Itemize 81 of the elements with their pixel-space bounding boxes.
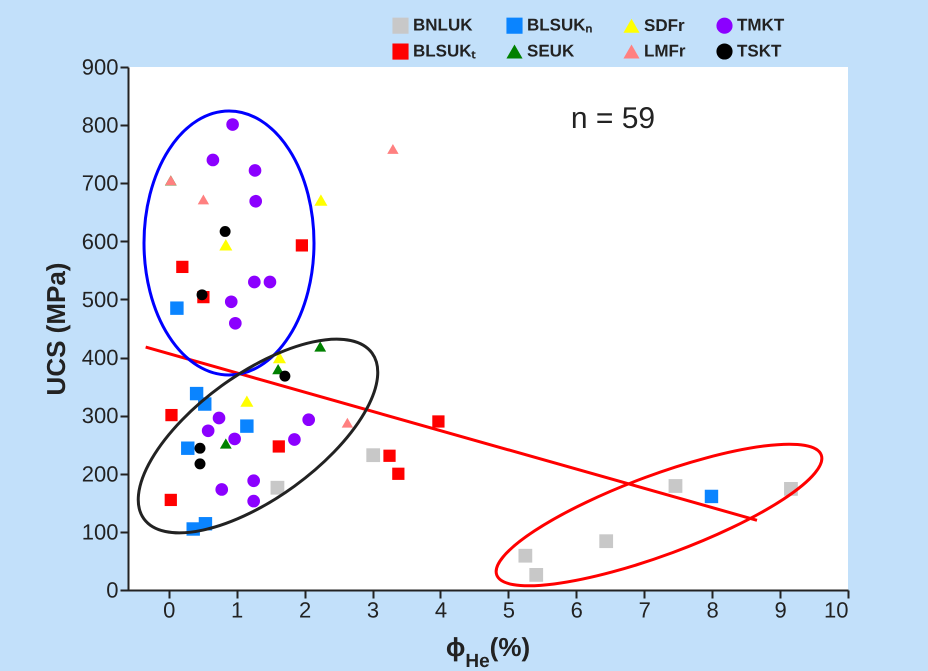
point [272,352,286,364]
point [224,295,238,308]
legend-label: LMFr [644,42,686,60]
point [366,448,380,462]
point [206,154,220,166]
point [228,316,242,330]
y-tick-label: 400 [82,345,118,370]
annotation: n = 59 [570,102,656,135]
y-tick-label: 200 [82,461,118,486]
y-tick-label: 900 [82,54,118,80]
x-axis-title: ϕ$_{He}$(%) [446,632,530,671]
y-tick-label: 300 [82,403,118,428]
x-tick-label: 10 [824,598,848,622]
point [392,468,404,480]
x-tick-label: 2 [298,598,312,622]
legend-label: TMKT [737,16,785,35]
point [202,424,214,438]
y-tick-label: 800 [82,112,118,138]
point [220,226,231,237]
legend-label: BLSUKₜ [413,42,477,60]
point [240,419,254,433]
point [194,458,206,470]
point [302,413,316,426]
x-tick-label: 5 [502,598,515,622]
x-tick-label: 4 [434,598,448,622]
point [212,412,226,424]
y-tick-label: 500 [82,286,118,312]
y-axis-title: UCS (MPa) [40,262,71,396]
point [247,474,260,488]
point [164,494,177,506]
point [194,442,206,454]
point [219,239,232,250]
x-tick-label: 0 [163,598,176,622]
x-tick-label: 9 [774,598,787,622]
point [387,144,399,154]
point [432,415,445,428]
legend-label: BLSUKₙ [527,16,593,35]
point [249,194,262,208]
point [220,438,232,449]
point [226,118,239,131]
point [248,276,261,288]
point [228,432,241,446]
point [383,450,396,462]
point [190,386,204,400]
x-tick-label: 3 [366,598,380,622]
x-tick-label: 8 [706,598,719,622]
point [196,289,208,300]
point [288,433,301,446]
x-tick-label: 7 [638,598,651,622]
point [314,341,326,352]
point [181,442,194,455]
point [165,408,178,422]
point [264,276,276,288]
x-tick-label: 1 [231,598,244,622]
point [270,480,284,495]
point [198,194,210,204]
point [704,490,718,504]
point [314,194,328,206]
point [170,301,184,315]
point [176,260,188,274]
point [668,479,682,493]
y-tick-label: 0 [106,578,118,602]
point [518,548,532,563]
point [247,494,260,508]
point [296,239,308,252]
point [248,164,262,177]
point [279,370,290,382]
point [272,440,285,453]
point [215,483,228,496]
legend-label: SDFr [644,16,685,35]
y-tick-label: 700 [82,170,118,196]
legend-label: TSKT [737,42,782,60]
x-tick-label: 6 [570,598,583,622]
legend-label: SEUK [527,42,575,60]
point [342,418,354,428]
point [240,395,254,407]
legend-label: BNLUK [413,16,474,35]
point [599,534,614,548]
y-tick-label: 600 [82,228,118,254]
point [529,568,544,582]
y-tick-label: 100 [82,519,118,544]
